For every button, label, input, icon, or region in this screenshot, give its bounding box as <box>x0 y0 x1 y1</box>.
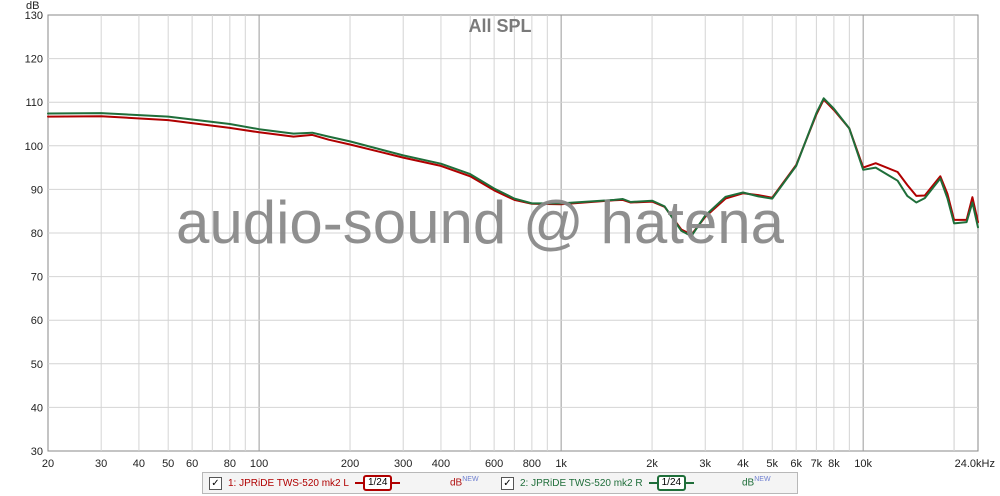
y-tick-label: 40 <box>31 402 43 414</box>
y-axis-label: dB <box>26 0 39 12</box>
legend-checkbox-right[interactable]: ✓ <box>501 476 514 490</box>
x-tick-label: 200 <box>341 458 359 470</box>
smoothing-control-right[interactable]: 1/24 <box>648 475 695 491</box>
x-tick-label: 100 <box>250 458 268 470</box>
x-tick-label: 400 <box>432 458 450 470</box>
y-tick-label: 50 <box>31 359 43 371</box>
y-tick-label: 90 <box>31 184 43 196</box>
x-tick-label: 30 <box>95 458 107 470</box>
x-tick-label: 10k <box>854 458 872 470</box>
x-tick-label: 800 <box>523 458 541 470</box>
x-tick-label: 4k <box>737 458 749 470</box>
x-tick-label: 600 <box>485 458 503 470</box>
x-tick-label: 60 <box>186 458 198 470</box>
x-tick-label: 50 <box>162 458 174 470</box>
x-tick-label: 300 <box>394 458 412 470</box>
x-tick-label: 7k <box>811 458 823 470</box>
legend-unit-sup-right: NEW <box>754 476 771 483</box>
y-tick-label: 100 <box>25 141 43 153</box>
series-lines <box>47 97 979 238</box>
chart-title: All SPL <box>468 16 531 36</box>
legend-unit-text-left: dB <box>450 477 463 489</box>
legend: ✓ 1: JPRiDE TWS-520 mk2 L 1/24 dBNEW ✓ 2… <box>202 472 798 494</box>
y-tick-label: 60 <box>31 315 43 327</box>
legend-item-right[interactable]: ✓ 2: JPRiDE TWS-520 mk2 R 1/24 <box>501 475 695 491</box>
watermark-text: audio-sound @ hatena <box>176 189 785 256</box>
legend-unit-right[interactable]: dBNEW <box>742 476 771 488</box>
legend-label-right: 2: JPRiDE TWS-520 mk2 R <box>520 477 643 489</box>
smoothing-control-left[interactable]: 1/24 <box>354 475 401 491</box>
series-line-2 <box>47 97 979 238</box>
y-tick-label: 130 <box>25 10 43 22</box>
x-tick-label: 80 <box>224 458 236 470</box>
y-tick-label: 120 <box>25 54 43 66</box>
x-tick-label: 3k <box>699 458 711 470</box>
x-tick-label: 8k <box>828 458 840 470</box>
smoothing-value-right: 1/24 <box>656 475 687 491</box>
y-tick-label: 30 <box>31 446 43 458</box>
y-tick-label: 110 <box>25 97 43 109</box>
x-tick-labels: 20 30 40 50 60 80 100 200 300 400 600 800 1k 2k 3k 4k 5k… <box>42 458 995 470</box>
y-tick-labels: 30 40 50 60 70 80 90 100 110 120 130 <box>25 10 43 458</box>
x-tick-label: 6k <box>790 458 802 470</box>
legend-unit-text-right: dB <box>742 477 755 489</box>
x-tick-label: 20 <box>42 458 54 470</box>
y-tick-label: 80 <box>31 228 43 240</box>
smoothing-value-left: 1/24 <box>362 475 393 491</box>
y-tick-label: 70 <box>31 272 43 284</box>
legend-label-left: 1: JPRiDE TWS-520 mk2 L <box>228 477 349 489</box>
x-tick-label: 5k <box>766 458 778 470</box>
legend-unit-left[interactable]: dBNEW <box>450 476 479 488</box>
legend-unit-sup-left: NEW <box>462 476 479 483</box>
x-tick-label: 24.0kHz <box>955 458 995 470</box>
x-tick-label: 1k <box>555 458 567 470</box>
legend-item-left[interactable]: ✓ 1: JPRiDE TWS-520 mk2 L 1/24 <box>209 475 401 491</box>
grid <box>48 15 978 451</box>
x-tick-label: 2k <box>646 458 658 470</box>
x-tick-label: 40 <box>133 458 145 470</box>
legend-checkbox-left[interactable]: ✓ <box>209 476 222 490</box>
